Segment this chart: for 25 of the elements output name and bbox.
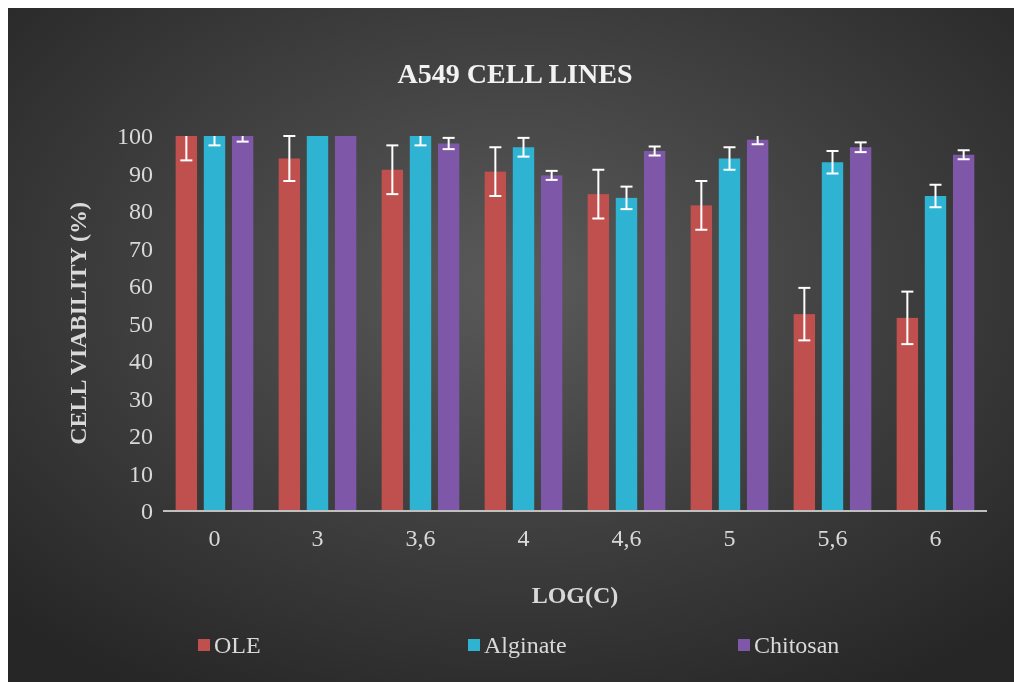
x-tick-label: 4 [517, 525, 530, 551]
y-tick-label: 100 [117, 123, 153, 150]
x-tick-label: 3 [311, 525, 324, 551]
y-tick-label: 80 [129, 198, 153, 225]
y-tick-label: 60 [129, 273, 153, 300]
x-axis-title: LOG(C) [531, 582, 619, 608]
y-tick-label: 10 [129, 460, 153, 487]
x-tick-label: 3,6 [405, 525, 436, 551]
y-axis-title: CELL VIABILITY (%) [65, 202, 91, 445]
chart-title: A549 CELL LINES [397, 58, 633, 89]
x-tick-label: 5 [723, 525, 736, 551]
legend-label: Alginate [484, 632, 567, 658]
x-tick-label: 6 [929, 525, 942, 551]
y-tick-label: 0 [141, 498, 153, 525]
y-tick-label: 30 [129, 385, 153, 412]
y-tick-label: 40 [129, 348, 153, 375]
legend-label: OLE [214, 632, 261, 658]
y-tick-label: 50 [129, 310, 153, 337]
y-tick-label: 20 [129, 423, 153, 450]
x-tick-label: 4,6 [611, 525, 642, 551]
y-tick-label: 90 [129, 160, 153, 187]
legend-label: Chitosan [754, 632, 840, 658]
x-tick-label: 0 [208, 525, 221, 551]
x-tick-label: 5,6 [817, 525, 848, 551]
y-tick-label: 70 [129, 235, 153, 262]
